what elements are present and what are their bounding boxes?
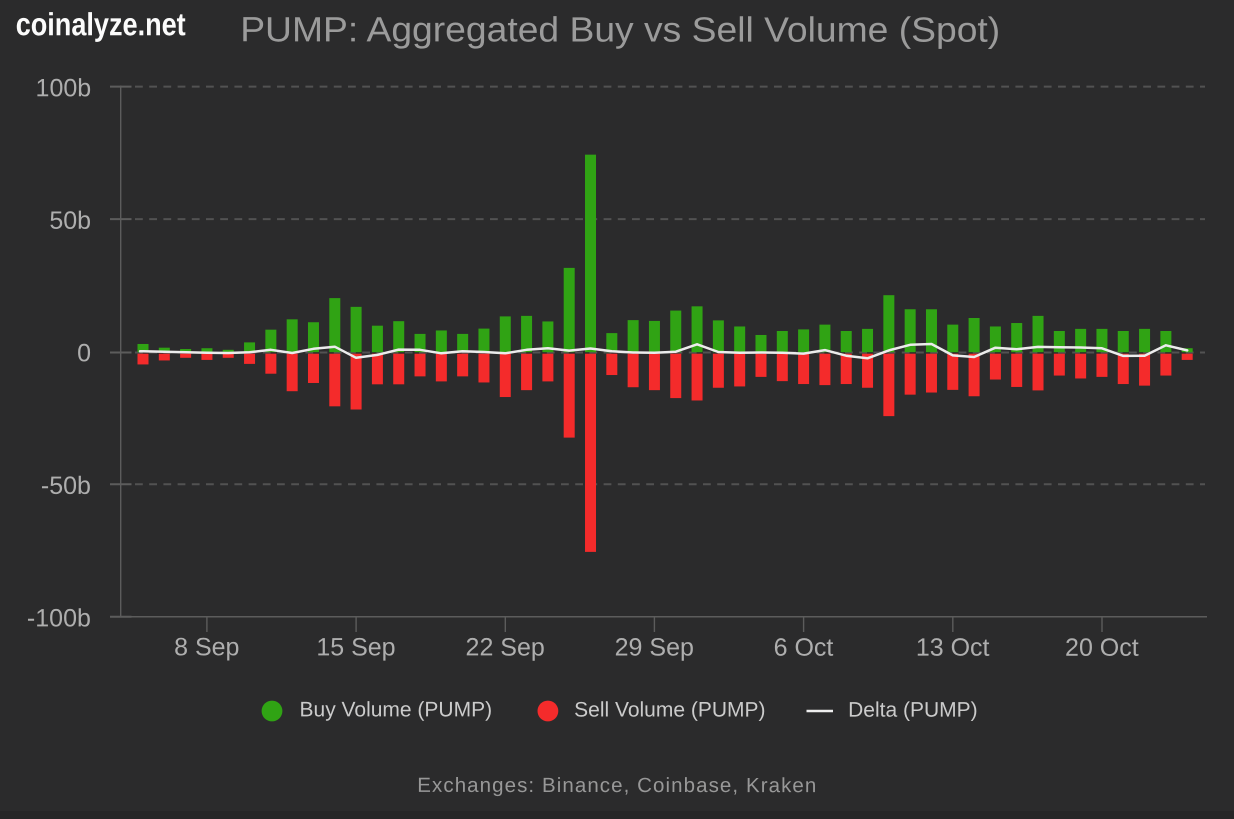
svg-text:15 Sep: 15 Sep [316, 633, 395, 661]
svg-text:6 Oct: 6 Oct [774, 634, 834, 662]
svg-text:-100b: -100b [27, 604, 91, 632]
svg-text:8 Sep: 8 Sep [174, 633, 239, 661]
svg-text:29 Sep: 29 Sep [615, 633, 694, 661]
svg-text:Delta (PUMP): Delta (PUMP) [848, 699, 978, 722]
svg-text:Exchanges: Binance, Coinbase,: Exchanges: Binance, Coinbase, Kraken [417, 774, 816, 797]
svg-text:22 Sep: 22 Sep [466, 633, 545, 661]
svg-text:-50b: -50b [41, 472, 91, 500]
svg-text:20 Oct: 20 Oct [1065, 634, 1139, 662]
svg-text:Sell Volume (PUMP): Sell Volume (PUMP) [574, 698, 765, 721]
svg-text:PUMP: Aggregated Buy vs Sell V: PUMP: Aggregated Buy vs Sell Volume (Spo… [240, 10, 1000, 49]
svg-text:50b: 50b [49, 207, 91, 235]
svg-text:0: 0 [77, 339, 91, 367]
svg-text:13 Oct: 13 Oct [916, 634, 990, 662]
svg-text:coinalyze.net: coinalyze.net [16, 6, 186, 42]
svg-text:100b: 100b [36, 74, 92, 102]
svg-text:Buy Volume (PUMP): Buy Volume (PUMP) [300, 698, 493, 721]
